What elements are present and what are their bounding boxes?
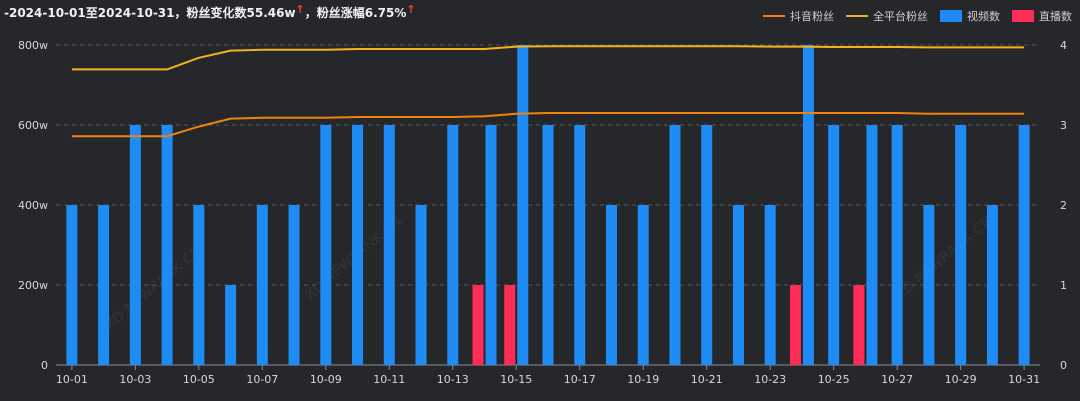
legend-swatch-live-count bbox=[1012, 10, 1034, 22]
summary-growth-text: ，粉丝涨幅6.75% bbox=[304, 6, 407, 20]
legend-item-live-count[interactable]: 直播数 bbox=[1012, 8, 1072, 24]
line-all-platform-fans bbox=[71, 45, 1025, 71]
x-axis-tick-label: 10-19 bbox=[627, 373, 659, 386]
x-axis-tick-label: 10-07 bbox=[246, 373, 278, 386]
bar-video-count bbox=[517, 45, 529, 365]
x-axis-tick-label: 10-29 bbox=[945, 373, 977, 386]
legend-item-video-count[interactable]: 视频数 bbox=[940, 8, 1000, 24]
bar-video-count bbox=[225, 285, 237, 365]
bar-video-count bbox=[383, 125, 395, 365]
legend-swatch-all-platform-fans bbox=[846, 15, 868, 17]
bar-video-count bbox=[415, 205, 427, 365]
bar-video-count bbox=[161, 125, 173, 365]
x-axis-tick-label: 10-15 bbox=[500, 373, 532, 386]
increase-arrow-icon-2: ↑ bbox=[406, 3, 416, 16]
y-axis-right-tick-label: 1 bbox=[1060, 279, 1067, 292]
bar-video-count bbox=[542, 125, 554, 365]
bar-video-count bbox=[574, 125, 586, 365]
y-axis-right-tick-label: 4 bbox=[1060, 39, 1067, 52]
bar-video-count bbox=[701, 125, 713, 365]
bar-video-count bbox=[447, 125, 459, 365]
x-axis-tick-label: 10-21 bbox=[691, 373, 723, 386]
x-axis-tick-label: 10-03 bbox=[119, 373, 151, 386]
chart-legend: 抖音粉丝 全平台粉丝 视频数 直播数 bbox=[751, 8, 1072, 24]
bar-video-count bbox=[256, 205, 268, 365]
bar-video-count bbox=[764, 205, 776, 365]
legend-label-all-platform-fans: 全平台粉丝 bbox=[873, 10, 928, 23]
legend-item-all-platform-fans[interactable]: 全平台粉丝 bbox=[846, 8, 928, 24]
y-axis-right-tick-label: 2 bbox=[1060, 199, 1067, 212]
bar-video-count bbox=[732, 205, 744, 365]
bar-video-count bbox=[955, 125, 967, 365]
bar-video-count bbox=[923, 205, 935, 365]
x-axis-tick-label: 10-31 bbox=[1008, 373, 1040, 386]
bar-video-count bbox=[986, 205, 998, 365]
bar-live-count bbox=[853, 285, 865, 365]
x-axis-tick-label: 10-05 bbox=[183, 373, 215, 386]
watermark-text: XD.NEWRANK.CN bbox=[102, 243, 205, 333]
bar-video-count bbox=[828, 125, 840, 365]
y-axis-left-tick-label: 0 bbox=[41, 359, 48, 372]
bar-video-count bbox=[891, 125, 903, 365]
legend-label-video-count: 视频数 bbox=[967, 10, 1000, 23]
y-axis-left-tick-label: 800w bbox=[18, 39, 48, 52]
legend-swatch-video-count bbox=[940, 10, 962, 22]
bar-live-count bbox=[789, 285, 801, 365]
legend-swatch-douyin-fans bbox=[763, 15, 785, 17]
bar-video-count bbox=[669, 125, 681, 365]
legend-label-live-count: 直播数 bbox=[1039, 10, 1072, 23]
y-axis-right-tick-label: 0 bbox=[1060, 359, 1067, 372]
bar-video-count bbox=[352, 125, 364, 365]
x-axis-tick-label: 10-23 bbox=[754, 373, 786, 386]
x-axis-tick-label: 10-25 bbox=[818, 373, 850, 386]
x-axis-tick-label: 10-27 bbox=[881, 373, 913, 386]
x-axis-tick-label: 10-17 bbox=[564, 373, 596, 386]
y-axis-left-tick-label: 400w bbox=[18, 199, 48, 212]
bar-video-count bbox=[129, 125, 141, 365]
bar-video-count bbox=[866, 125, 878, 365]
chart-summary: -2024-10-01至2024-10-31，粉丝变化数55.46w↑，粉丝涨幅… bbox=[4, 3, 416, 21]
bar-video-count bbox=[66, 205, 78, 365]
bar-video-count bbox=[605, 205, 617, 365]
bar-video-count bbox=[802, 45, 814, 365]
bar-video-count bbox=[637, 205, 649, 365]
bar-live-count bbox=[472, 285, 484, 365]
y-axis-right-tick-label: 3 bbox=[1060, 119, 1067, 132]
y-axis-left-tick-label: 200w bbox=[18, 279, 48, 292]
bar-live-count bbox=[504, 285, 516, 365]
bar-video-count bbox=[193, 205, 205, 365]
x-axis-tick-label: 10-13 bbox=[437, 373, 469, 386]
legend-label-douyin-fans: 抖音粉丝 bbox=[790, 10, 834, 23]
x-axis-tick-label: 10-01 bbox=[56, 373, 88, 386]
y-axis-left-tick-label: 600w bbox=[18, 119, 48, 132]
bar-video-count bbox=[98, 205, 110, 365]
summary-text: -2024-10-01至2024-10-31，粉丝变化数55.46w bbox=[4, 6, 296, 20]
increase-arrow-icon: ↑ bbox=[295, 3, 305, 16]
line-douyin-fans bbox=[71, 112, 1025, 138]
bar-video-count bbox=[1018, 125, 1030, 365]
watermark-text: XD.NEWRANK.CN bbox=[892, 213, 995, 303]
x-axis-tick-label: 10-09 bbox=[310, 373, 342, 386]
x-axis-tick-label: 10-11 bbox=[373, 373, 405, 386]
bar-video-count bbox=[485, 125, 497, 365]
bar-video-count bbox=[320, 125, 332, 365]
bar-video-count bbox=[288, 205, 300, 365]
legend-item-douyin-fans[interactable]: 抖音粉丝 bbox=[763, 8, 834, 24]
